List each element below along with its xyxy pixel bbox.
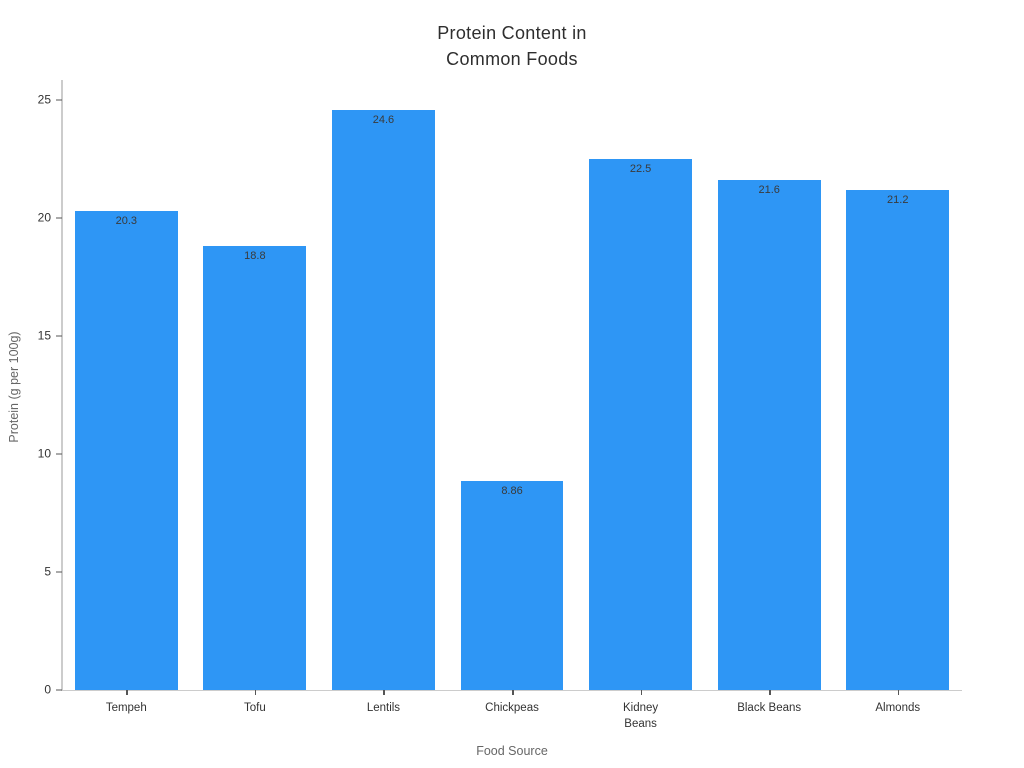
- bar: 21.6: [717, 180, 821, 690]
- bar-value-label: 24.6: [372, 113, 395, 126]
- x-axis-line: [61, 689, 962, 691]
- y-axis-label: Protein (g per 100g): [7, 331, 21, 443]
- bar-value-label: 20.3: [115, 215, 137, 228]
- bar-slot: 20.3 Tempeh: [62, 85, 191, 714]
- bar: 24.6: [332, 109, 435, 690]
- x-tick-label: Tempeh: [105, 702, 147, 714]
- bar-slot: 18.8 Tofu: [191, 85, 320, 714]
- x-tick-mark: [512, 690, 514, 695]
- x-tick-mark: [254, 690, 257, 695]
- y-tick-label: 5: [44, 564, 51, 579]
- x-tick-label: Black Beans: [737, 702, 802, 714]
- bar: 8.86: [460, 480, 564, 690]
- y-axis-line: [61, 80, 63, 690]
- y-tick: 0: [44, 683, 62, 698]
- x-tick-label: Lentils: [366, 702, 401, 714]
- y-tick: 15: [38, 329, 62, 344]
- chart-title-line1: Protein Content in: [437, 23, 587, 43]
- y-tick: 5: [44, 565, 62, 580]
- y-tick-mark: [56, 335, 62, 337]
- plot-area: 0 5 10 15 20 25 20.3 Tempeh 18.8 Tofu 24.6 Lentils…: [38, 80, 962, 730]
- y-tick: 10: [38, 447, 62, 462]
- y-tick-mark: [56, 571, 62, 573]
- x-tick-label: Almonds: [875, 702, 921, 714]
- x-tick-label: Kidney Beans: [623, 702, 659, 730]
- x-tick-mark: [126, 690, 128, 695]
- y-tick-label: 15: [37, 328, 51, 343]
- x-tick-mark: [640, 690, 643, 695]
- y-tick-mark: [56, 689, 62, 691]
- bar-slot: 21.2 Almonds: [833, 85, 962, 714]
- bar: 20.3: [74, 211, 178, 690]
- bar-slot: 24.6 Lentils: [319, 85, 448, 714]
- x-axis-label: Food Source: [476, 744, 548, 758]
- bars-container: 20.3 Tempeh 18.8 Tofu 24.6 Lentils 8.86 Chickpe…: [62, 85, 962, 730]
- bar-slot: 21.6 Black Beans: [705, 85, 834, 714]
- bar: 21.2: [846, 189, 950, 690]
- chart-title: Protein Content in Common Foods: [0, 20, 1024, 72]
- x-tick-mark: [897, 690, 900, 695]
- bar: 18.8: [203, 246, 307, 690]
- y-axis-ticks: 0 5 10 15 20 25: [38, 85, 962, 697]
- bar-value-label: 21.6: [758, 184, 780, 197]
- bar: 22.5: [589, 159, 693, 690]
- bar-slot: 22.5 Kidney Beans: [576, 85, 705, 730]
- y-tick-label: 25: [37, 92, 51, 107]
- x-tick-label: Chickpeas: [485, 702, 539, 714]
- x-tick-mark: [769, 690, 771, 695]
- bar-slot: 8.86 Chickpeas: [448, 85, 577, 714]
- y-tick: 25: [38, 93, 62, 108]
- bar-value-label: 18.8: [244, 250, 266, 263]
- y-tick-mark: [56, 99, 62, 101]
- y-tick-label: 10: [37, 446, 51, 461]
- bar-value-label: 21.2: [887, 193, 909, 206]
- bar-value-label: 8.86: [501, 484, 523, 497]
- x-tick-label: Tofu: [243, 702, 266, 714]
- y-tick-label: 0: [44, 682, 51, 697]
- y-tick-label: 20: [37, 210, 51, 225]
- y-tick-mark: [56, 453, 62, 455]
- y-tick: 20: [38, 211, 62, 226]
- bar-value-label: 22.5: [629, 163, 652, 176]
- chart-title-line2: Common Foods: [446, 49, 578, 69]
- x-tick-mark: [383, 690, 385, 695]
- y-tick-mark: [56, 217, 62, 219]
